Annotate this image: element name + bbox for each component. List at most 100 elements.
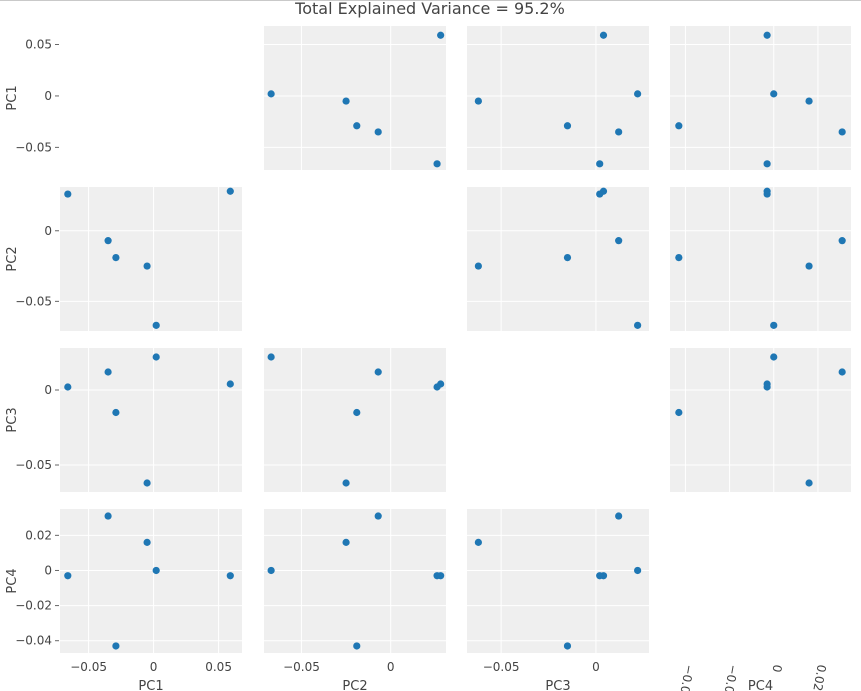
data-point (433, 572, 441, 580)
data-point (112, 408, 120, 417)
data-point (342, 538, 350, 546)
data-point (474, 97, 482, 105)
data-point (104, 237, 112, 245)
x-tick-label: −0.05 (483, 660, 520, 674)
chart-title: Total Explained Variance = 95.2% (294, 0, 565, 18)
data-point (615, 512, 623, 520)
data-point (104, 368, 112, 376)
x-axis-title-pc2: PC2 (342, 679, 367, 691)
data-point (226, 572, 234, 580)
panel-background (264, 509, 446, 653)
y-tick-label: 0 (44, 89, 52, 103)
data-point (353, 408, 361, 417)
data-point (143, 262, 151, 270)
panel-background (467, 187, 649, 331)
data-point (763, 31, 771, 39)
panel-background (60, 509, 242, 653)
x-tick-label: 0.05 (205, 660, 232, 674)
x-tick-label: −0.0 (722, 663, 741, 691)
data-point (615, 237, 623, 245)
data-point (374, 128, 382, 136)
panel-pc2-vs-pc1 (60, 187, 242, 331)
x-tick-label: 0.02 (810, 663, 828, 691)
data-point (563, 642, 572, 650)
panel-pc1-vs-pc3 (467, 26, 649, 170)
data-point (838, 237, 846, 245)
data-point (64, 190, 72, 198)
x-tick-label: 0 (387, 660, 395, 674)
data-point (675, 253, 683, 262)
data-point (152, 321, 160, 329)
data-point (433, 383, 441, 391)
data-point (596, 190, 604, 198)
x-tick-label: 0 (150, 660, 158, 674)
data-point (596, 572, 604, 580)
data-point (596, 160, 604, 168)
y-tick-label: −0.05 (15, 458, 52, 472)
data-point (770, 353, 778, 361)
panel-pc3-vs-pc4 (670, 348, 851, 492)
data-point (474, 262, 482, 270)
y-tick-label: 0.05 (25, 38, 52, 52)
y-tick-label: −0.05 (15, 294, 52, 308)
data-point (374, 512, 382, 520)
x-tick-label: −0.05 (283, 660, 320, 674)
data-point (563, 122, 572, 130)
data-point (64, 383, 72, 391)
panel-pc2-vs-pc3 (467, 187, 649, 331)
data-point (143, 538, 151, 546)
panel-pc3-vs-pc2 (264, 348, 446, 492)
data-point (763, 160, 771, 168)
y-tick-label: −0.02 (15, 599, 52, 613)
data-point (563, 253, 572, 262)
panel-pc4-vs-pc1 (60, 509, 242, 653)
data-point (763, 383, 771, 391)
panel-background (60, 348, 242, 492)
data-point (634, 566, 642, 575)
panel-pc1-vs-pc4 (670, 26, 851, 170)
data-point (838, 368, 846, 376)
data-point (267, 90, 275, 98)
data-point (634, 321, 642, 329)
data-point (64, 572, 72, 580)
panel-pc4-vs-pc2 (264, 509, 446, 653)
data-point (143, 479, 151, 487)
data-point (374, 368, 382, 376)
data-point (770, 90, 778, 98)
panels-layer: −0.05 0 0.05 PC1 −0.05 0 PC2 −0.05 0 PC3 −0.04 −0.0… (5, 26, 851, 691)
y-tick-label: 0 (44, 383, 52, 397)
data-point (634, 90, 642, 98)
y-tick-label: −0.04 (15, 634, 52, 648)
panel-pc4-vs-pc3 (467, 509, 649, 653)
data-point (226, 380, 234, 388)
panel-pc2-vs-pc4 (670, 187, 851, 331)
y-tick-label: 0 (44, 224, 52, 238)
data-point (599, 31, 608, 39)
x-tick-label: −0.05 (70, 660, 107, 674)
data-point (342, 479, 350, 487)
data-point (805, 97, 813, 105)
data-point (474, 538, 482, 546)
data-point (770, 321, 778, 329)
data-point (353, 122, 361, 130)
data-point (112, 642, 120, 650)
data-point (838, 128, 846, 136)
data-point (152, 353, 160, 361)
data-point (342, 97, 350, 105)
data-point (353, 642, 361, 650)
data-point (112, 253, 120, 262)
data-point (675, 408, 683, 417)
data-point (267, 566, 275, 575)
data-point (805, 262, 813, 270)
data-point (437, 31, 445, 39)
data-point (226, 187, 234, 195)
x-tick-label: 0 (592, 660, 600, 674)
x-axis-title-pc4: PC4 (748, 679, 773, 691)
panel-background (264, 26, 446, 170)
panel-pc3-vs-pc1 (60, 348, 242, 492)
data-point (675, 122, 683, 130)
data-point (805, 479, 813, 487)
data-point (267, 353, 275, 361)
y-axis-title-pc1: PC1 (5, 85, 20, 110)
